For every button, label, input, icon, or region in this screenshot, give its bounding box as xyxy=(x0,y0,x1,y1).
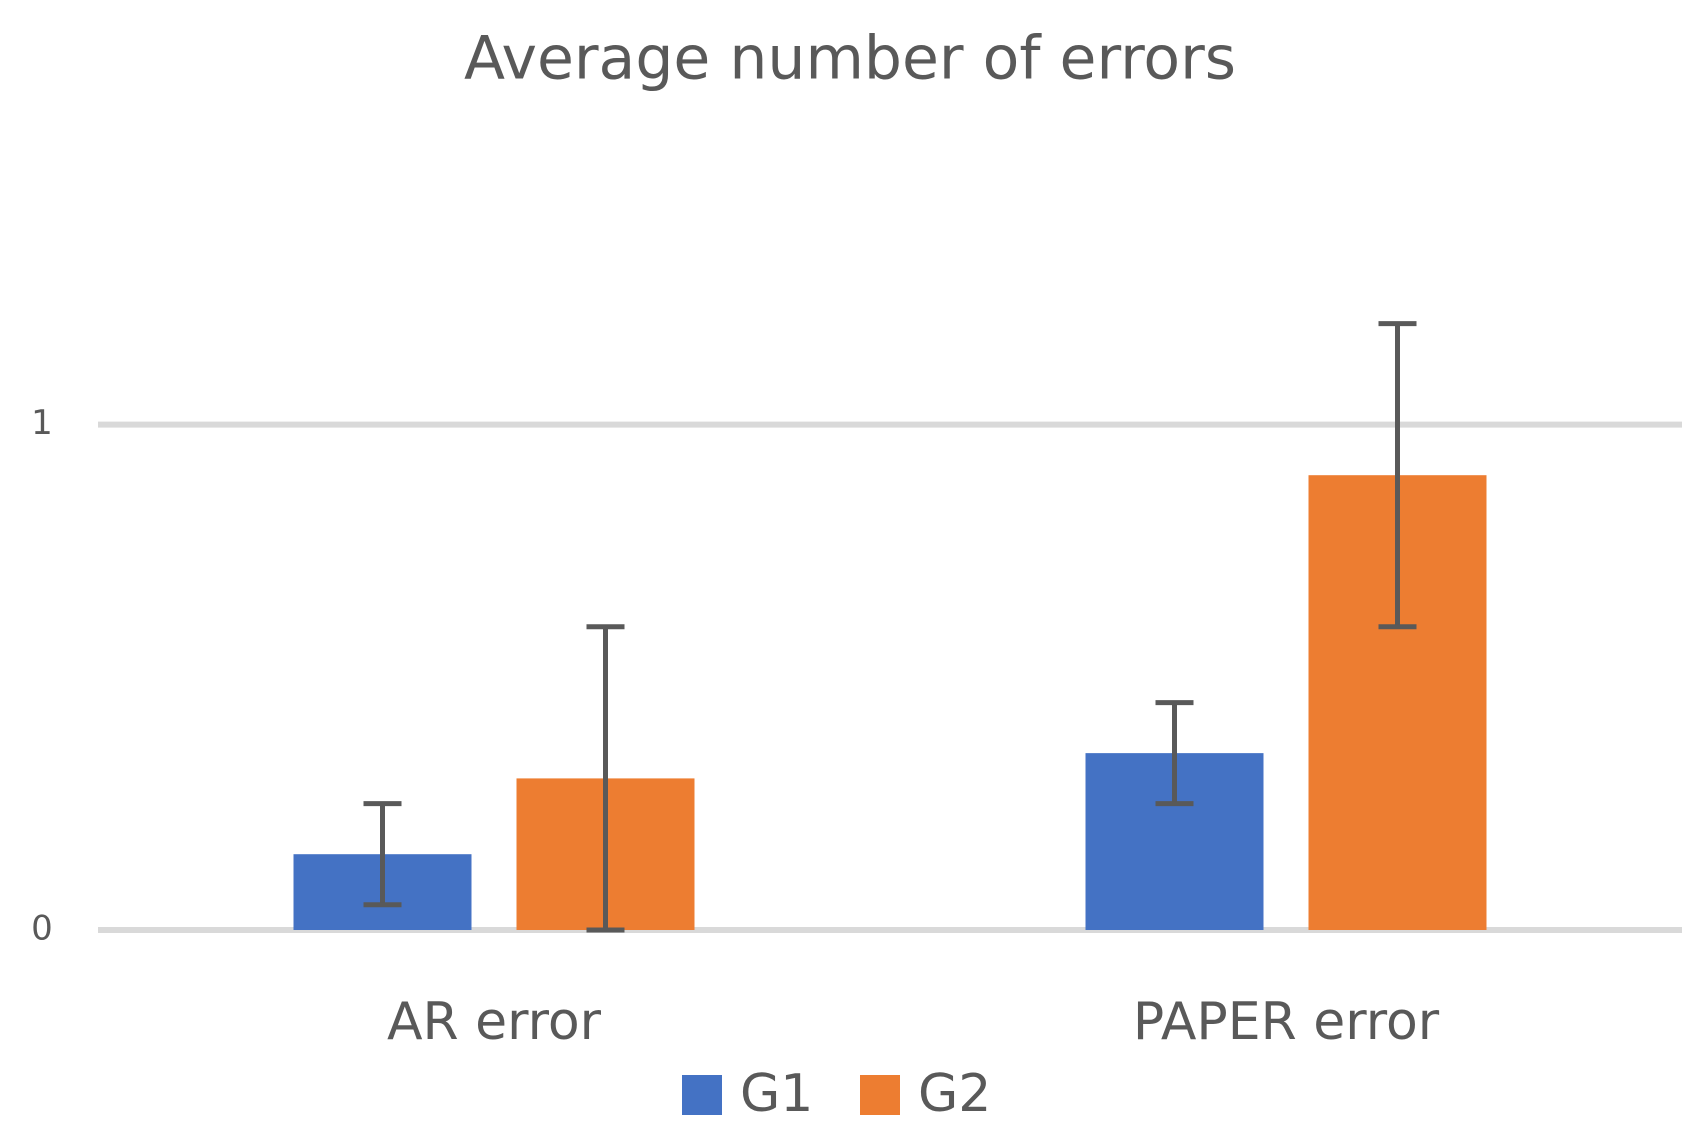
error-bar xyxy=(363,801,402,908)
legend-label: G2 xyxy=(918,1064,991,1124)
chart-title: Average number of errors xyxy=(464,24,1236,94)
error-bar xyxy=(1155,700,1194,807)
error-bar xyxy=(1378,321,1417,630)
y-tick-label: 0 xyxy=(31,909,53,949)
legend-label: G1 xyxy=(740,1064,813,1124)
legend-swatch xyxy=(682,1075,722,1115)
x-tick-label: PAPER error xyxy=(1133,992,1440,1052)
error-bar xyxy=(586,624,625,933)
legend-swatch xyxy=(860,1075,900,1115)
y-tick-label: 1 xyxy=(31,403,53,443)
x-tick-label: AR error xyxy=(387,992,602,1052)
